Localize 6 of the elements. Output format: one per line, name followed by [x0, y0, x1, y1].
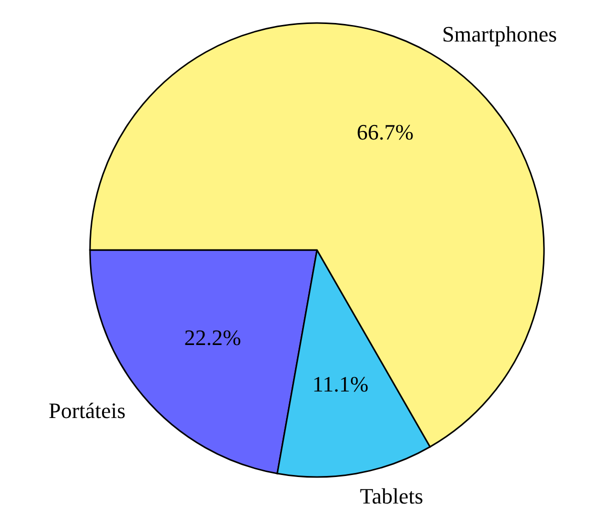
slice-label: Tablets — [360, 483, 424, 507]
data-label: 66.7% — [356, 120, 414, 145]
data-label: 11.1% — [312, 372, 368, 397]
data-label: 22.2% — [184, 324, 242, 350]
slice-label: Smartphones — [442, 21, 557, 46]
slice-label: Portáteis — [48, 398, 126, 423]
